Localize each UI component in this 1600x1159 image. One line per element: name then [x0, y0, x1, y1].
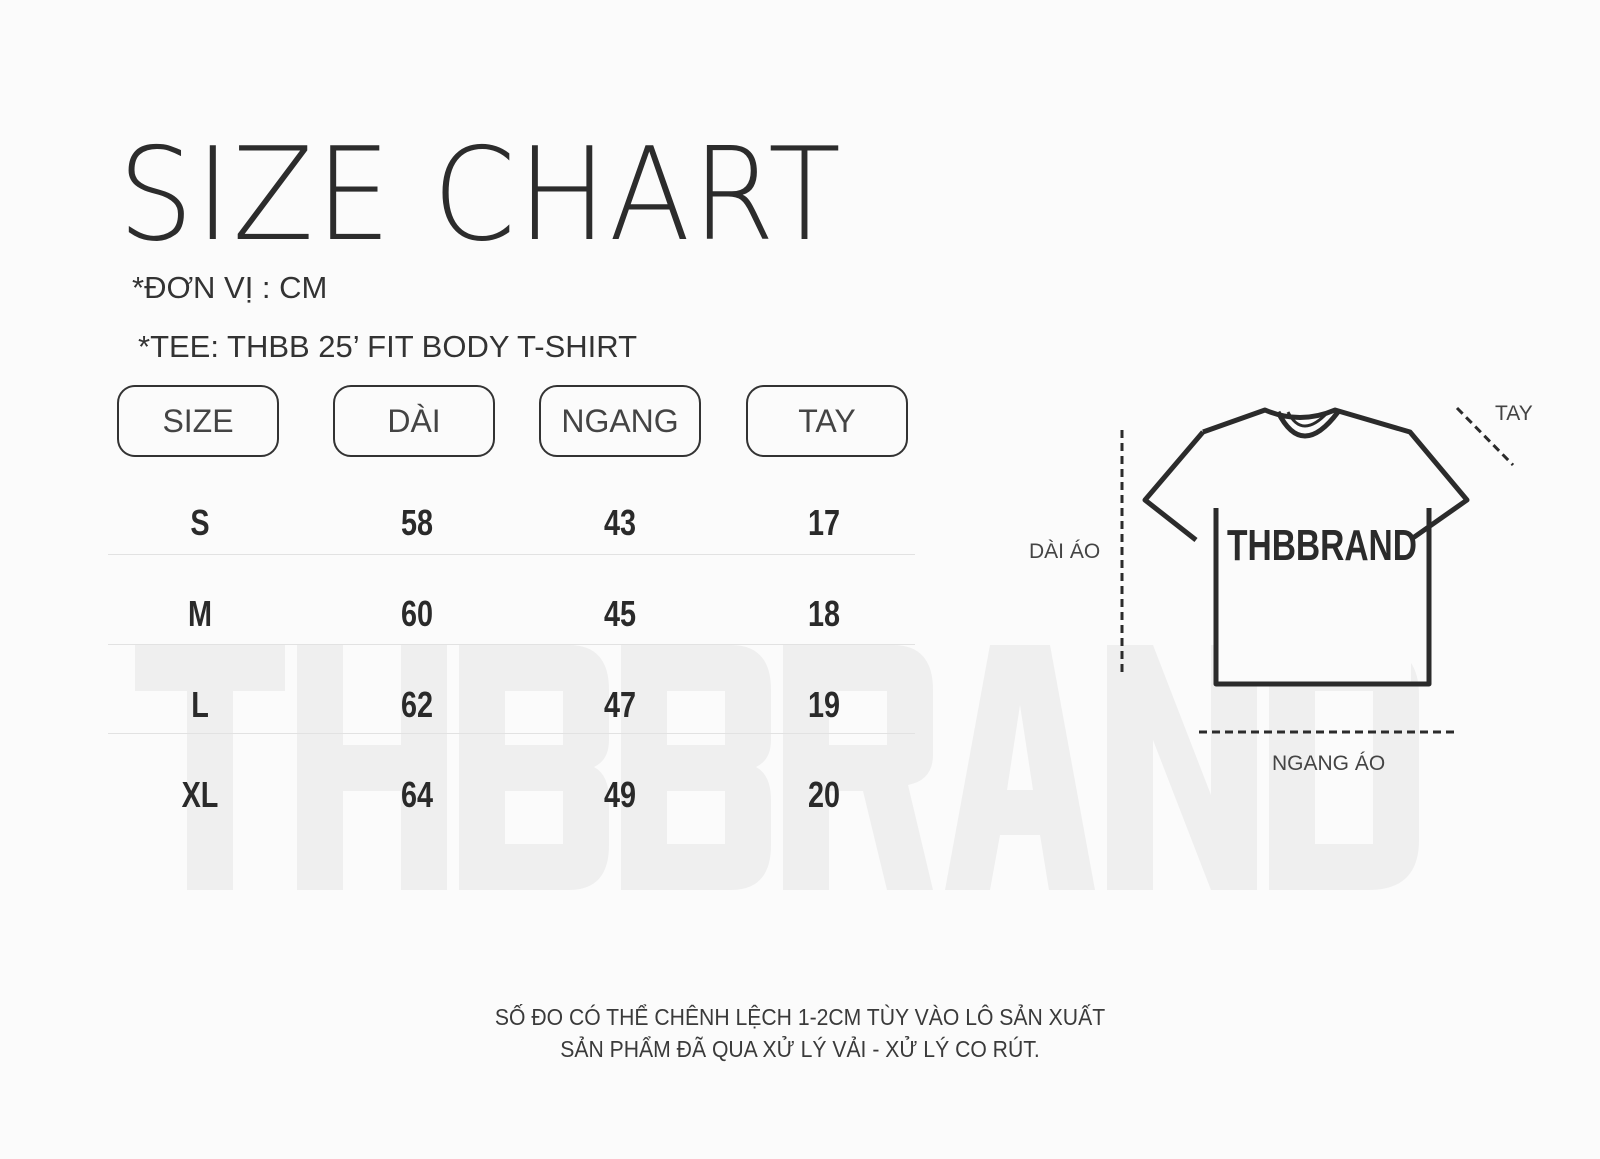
watermark-letter-shape — [621, 645, 771, 890]
watermark-letter-shape — [297, 645, 447, 890]
width-cell: 47 — [603, 684, 637, 725]
size-cell: M — [188, 593, 212, 634]
watermark-letter-shape — [945, 645, 1095, 890]
footer-note-2: SẢN PHẨM ĐÃ QUA XỬ LÝ VẢI - XỬ LÝ CO RÚT… — [560, 1036, 1040, 1062]
sleeve-cell: 19 — [807, 684, 841, 725]
sleeve-label: TAY — [1495, 402, 1533, 425]
sleeve-cell: 20 — [807, 774, 841, 815]
header-sleeve: TAY — [746, 385, 908, 457]
watermark-letter-shape — [135, 645, 285, 890]
tshirt-icon — [1142, 407, 1470, 687]
footer-note-1: SỐ ĐO CÓ THỂ CHÊNH LỆCH 1-2CM TÙY VÀO LÔ… — [494, 1004, 1106, 1030]
watermark-letter-shape — [1269, 645, 1419, 890]
unit-note: *ĐƠN VỊ : CM — [132, 270, 328, 305]
row-divider — [108, 554, 915, 555]
shirt-print: THBBRAND — [1227, 521, 1417, 570]
width-cell: 45 — [603, 593, 637, 634]
header-size: SIZE — [117, 385, 279, 457]
sleeve-dashed-line — [1455, 406, 1515, 467]
width-cell: 49 — [603, 774, 637, 815]
header-width: NGANG — [539, 385, 701, 457]
row-divider — [108, 644, 915, 645]
size-cell: S — [190, 502, 210, 543]
length-label: DÀI ÁO — [1029, 540, 1101, 563]
header-length: DÀI — [333, 385, 495, 457]
watermark-letter-shape — [459, 645, 609, 890]
width-cell: 43 — [603, 502, 637, 543]
length-cell: 58 — [400, 502, 434, 543]
length-cell: 64 — [400, 774, 434, 815]
watermark-letters — [135, 645, 1419, 890]
watermark-letter-shape — [1107, 645, 1257, 890]
size-cell: XL — [181, 774, 219, 815]
page-title: SIZE CHART — [118, 121, 843, 270]
size-cell: L — [191, 684, 209, 725]
row-divider — [108, 733, 915, 734]
sleeve-cell: 18 — [807, 593, 841, 634]
width-label: NGANG ÁO — [1272, 752, 1386, 775]
length-cell: 60 — [400, 593, 434, 634]
length-cell: 62 — [400, 684, 434, 725]
sleeve-cell: 17 — [807, 502, 841, 543]
product-note: *TEE: THBB 25’ FIT BODY T-SHIRT — [138, 329, 638, 364]
watermark-letter-shape — [783, 645, 933, 890]
